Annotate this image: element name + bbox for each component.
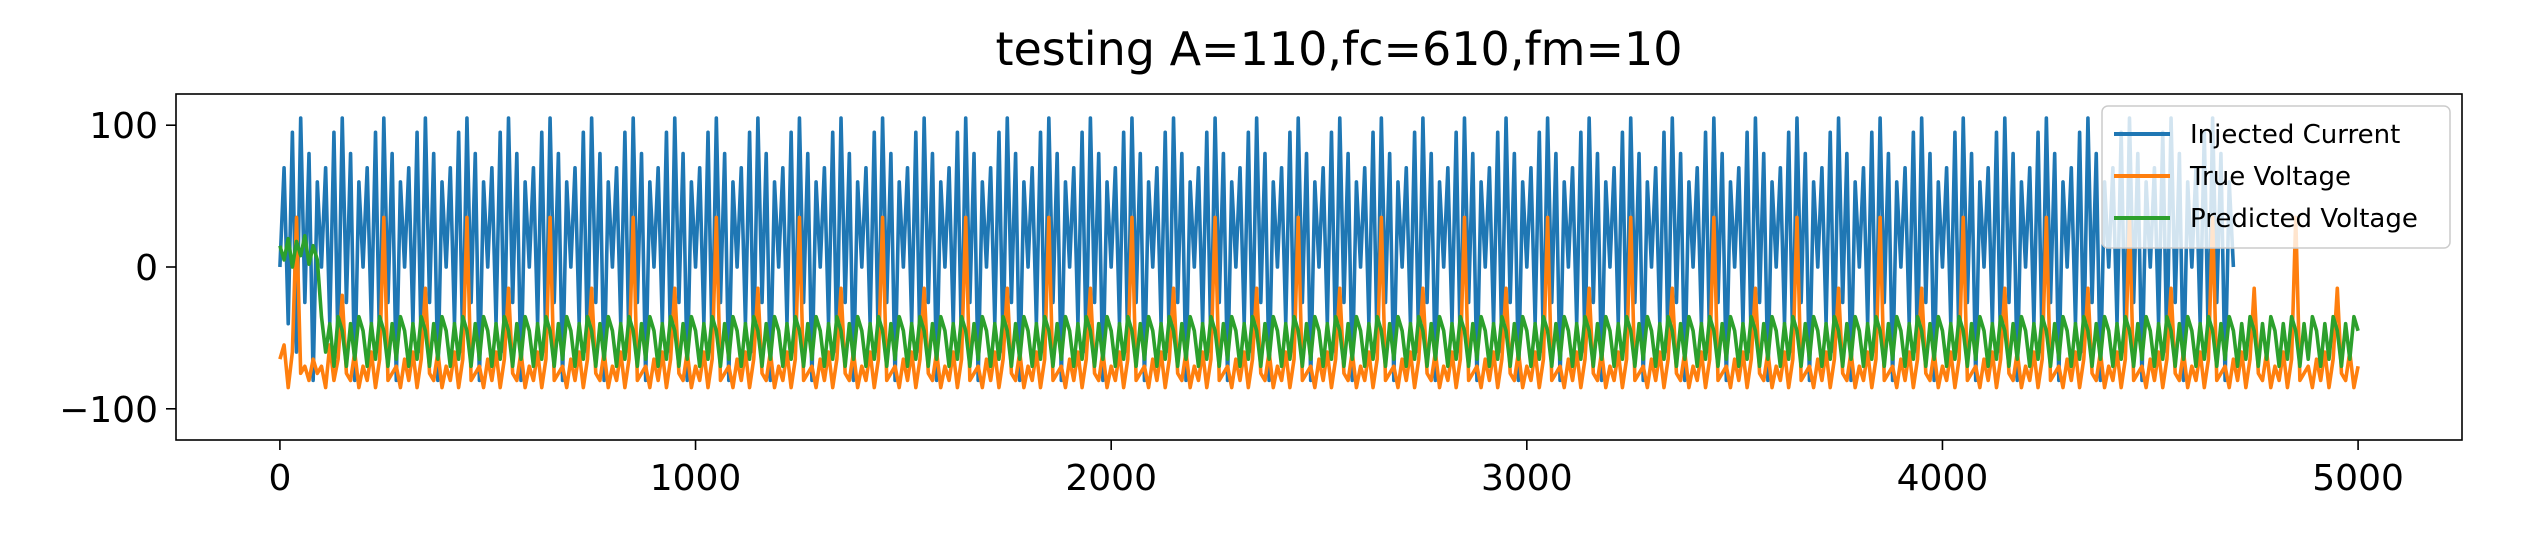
y-tick-label: 100 [89, 106, 158, 147]
x-tick-label: 5000 [2312, 458, 2404, 499]
chart-title: testing A=110,fc=610,fm=10 [995, 22, 1682, 76]
y-tick-label: 0 [135, 248, 158, 289]
y-tick-label: −100 [59, 390, 158, 431]
x-tick-label: 0 [268, 458, 291, 499]
series-layer [278, 116, 2360, 390]
x-tick-label: 2000 [1065, 458, 1157, 499]
x-tick-label: 3000 [1481, 458, 1573, 499]
series-line-true-voltage [278, 215, 2360, 390]
legend-frame [2101, 105, 2451, 249]
series-line-injected-current [278, 116, 2236, 383]
legend-label-true-voltage: True Voltage [2189, 162, 2351, 192]
x-tick-label: 4000 [1897, 458, 1989, 499]
x-tick-label: 1000 [650, 458, 742, 499]
legend-label-injected-current: Injected Current [2190, 120, 2400, 150]
legend: Injected Current True Voltage Predicted Vo… [2101, 105, 2451, 249]
legend-label-predicted-voltage: Predicted Voltage [2190, 204, 2418, 234]
series-line-predicted-voltage [278, 234, 2360, 369]
